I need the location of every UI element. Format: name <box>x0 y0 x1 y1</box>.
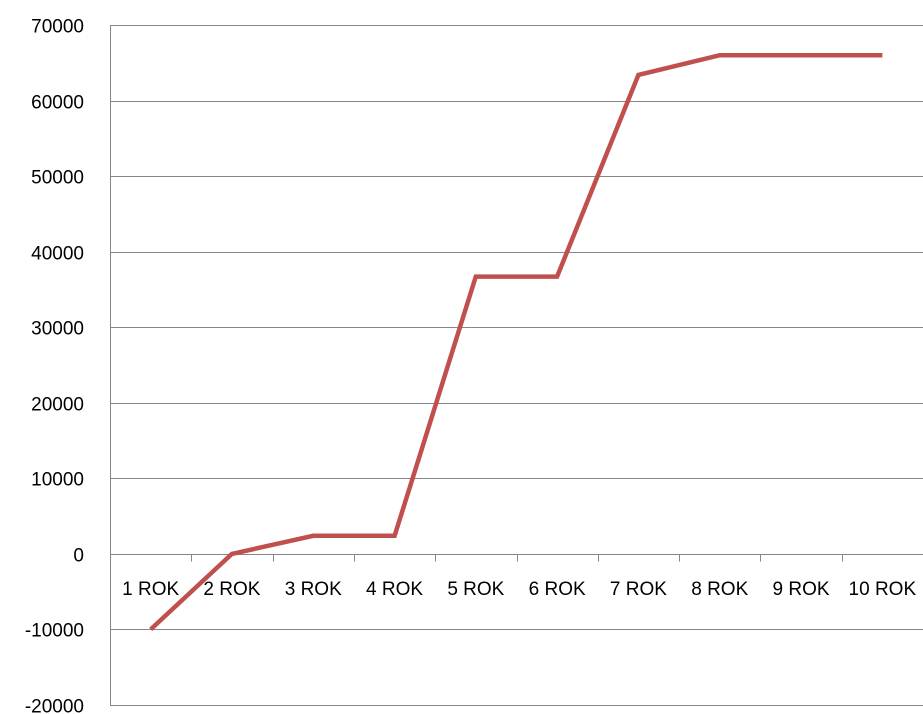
x-tick-label: 5 ROK <box>447 579 504 600</box>
x-tick-label: 6 ROK <box>529 579 586 600</box>
y-tick-label: 0 <box>73 546 84 567</box>
y-tick-label: -20000 <box>25 697 84 714</box>
x-tick-label: 10 ROK <box>849 579 917 600</box>
x-tick-label: 9 ROK <box>773 579 830 600</box>
series-line <box>149 52 883 632</box>
x-tick-label: 2 ROK <box>203 579 260 600</box>
y-tick-label: 70000 <box>31 17 84 38</box>
y-tick-label: -10000 <box>25 621 84 642</box>
x-axis-tick-labels: 1 ROK 2 ROK 3 ROK 4 ROK 5 ROK 6 ROK 7 ROK 8 ROK… <box>122 579 916 600</box>
x-tick-label: 4 ROK <box>366 579 423 600</box>
y-tick-label: 30000 <box>31 319 84 340</box>
y-tick-label: 20000 <box>31 395 84 416</box>
y-tick-label: 40000 <box>31 244 84 265</box>
x-tick-label: 8 ROK <box>691 579 748 600</box>
x-tick-label: 7 ROK <box>610 579 667 600</box>
y-tick-label: 50000 <box>31 168 84 189</box>
gridlines <box>110 25 923 706</box>
series-group <box>149 52 883 632</box>
axes <box>110 25 923 705</box>
x-tick-label: 1 ROK <box>122 579 179 600</box>
x-tick-label: 3 ROK <box>285 579 342 600</box>
y-tick-label: 60000 <box>31 93 84 114</box>
y-axis-tick-labels: 70000 60000 50000 40000 30000 20000 10000 0 -100… <box>25 17 84 714</box>
y-tick-label: 10000 <box>31 470 84 491</box>
